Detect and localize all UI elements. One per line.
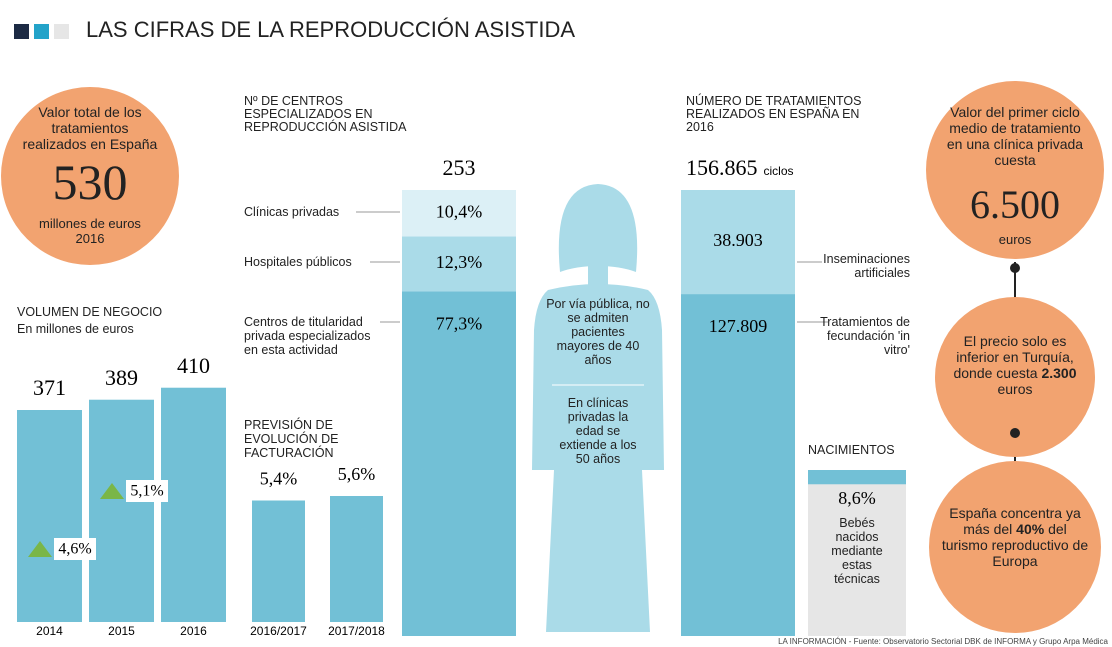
bar (252, 501, 305, 623)
fact-text: El precio solo es inferior en Turquía, d… (952, 333, 1078, 397)
chart-title: NÚMERO DE TRATAMIENTOS REALIZADOS EN ESP… (686, 95, 886, 134)
x-tick-label: 2016 (180, 624, 207, 638)
total-unit: millones de euros 2016 (36, 216, 144, 246)
chart-title: Nº DE CENTROS ESPECIALIZADOS EN REPRODUC… (244, 95, 444, 134)
bar (89, 400, 154, 622)
bar (161, 388, 226, 622)
chart-title: NACIMIENTOS (808, 444, 895, 457)
category-label: Clínicas privadas (244, 205, 364, 219)
value-label: 5,4% (260, 469, 298, 489)
value-label: 77,3% (436, 313, 483, 333)
fact-text-part: euros (997, 381, 1032, 397)
category-label: Centros de titularidad privada especiali… (244, 315, 384, 357)
value-label: 38.903 (713, 230, 763, 250)
source: LA INFORMACIÓN - Fuente: Observatorio Se… (778, 637, 1108, 646)
growth-label: 4,6% (58, 541, 91, 558)
title: LAS CIFRAS DE LA REPRODUCCIÓN ASISTIDA (86, 17, 575, 43)
x-tick-label: 2016/2017 (250, 624, 307, 638)
fact-text: Valor del primer ciclo medio de tratamie… (945, 104, 1085, 168)
woman-private: En clínicas privadas la edad se extiende… (556, 396, 640, 466)
bar (330, 496, 383, 622)
category-label: Tratamientos de fecundación 'in vitro' (812, 315, 910, 357)
title-square (54, 24, 69, 39)
total-label: 156.865 (686, 155, 758, 180)
x-tick-label: 2017/2018 (328, 624, 385, 638)
value-label: 371 (33, 375, 66, 400)
chart-title: PREVISIÓN DE EVOLUCIÓN DE FACTURACIÓN (244, 418, 356, 460)
category-label: Inseminaciones artificiales (812, 252, 910, 280)
connector-dot (1010, 263, 1020, 273)
value-label: 10,4% (436, 201, 483, 221)
x-tick-label: 2014 (36, 624, 63, 638)
infographic: 371 2014 389 2015 410 2016 4,6% 5,1% 5,4% 2016/20… (0, 0, 1112, 647)
bar (17, 410, 82, 622)
fact-bold: 40% (1016, 521, 1044, 537)
category-label: Hospitales públicos (244, 255, 374, 269)
total-text: Valor total de los tratamientos realizad… (22, 104, 158, 152)
connector-dot (1010, 428, 1020, 438)
bar (808, 470, 906, 484)
bar-segment (681, 294, 795, 636)
value-label: 12,3% (436, 252, 483, 272)
value-label: 127.809 (709, 316, 768, 336)
fact-bold: 2.300 (1041, 365, 1076, 381)
total-label: 253 (443, 155, 476, 180)
growth-label: 5,1% (130, 483, 163, 500)
total-amount: 530 (20, 156, 160, 208)
value-label: 389 (105, 365, 138, 390)
bar-segment (402, 291, 516, 636)
neck (588, 255, 608, 287)
fact-text: España concentra ya más del 40% del turi… (940, 505, 1090, 569)
x-tick-label: 2015 (108, 624, 135, 638)
value-label: 5,6% (338, 464, 376, 484)
value-label: 8,6% (838, 488, 876, 508)
title-square (34, 24, 49, 39)
value-label: 410 (177, 353, 210, 378)
title-square (14, 24, 29, 39)
fact-unit: euros (935, 233, 1095, 247)
fact-amount: 6.500 (935, 184, 1095, 226)
box-text: Bebés nacidos mediante estas técnicas (818, 516, 896, 586)
chart-title: VOLUMEN DE NEGOCIO (17, 306, 162, 319)
total-unit: ciclos (764, 164, 794, 178)
woman-public: Por vía pública, no se admiten pacientes… (546, 297, 650, 367)
chart-subtitle: En millones de euros (17, 322, 134, 336)
